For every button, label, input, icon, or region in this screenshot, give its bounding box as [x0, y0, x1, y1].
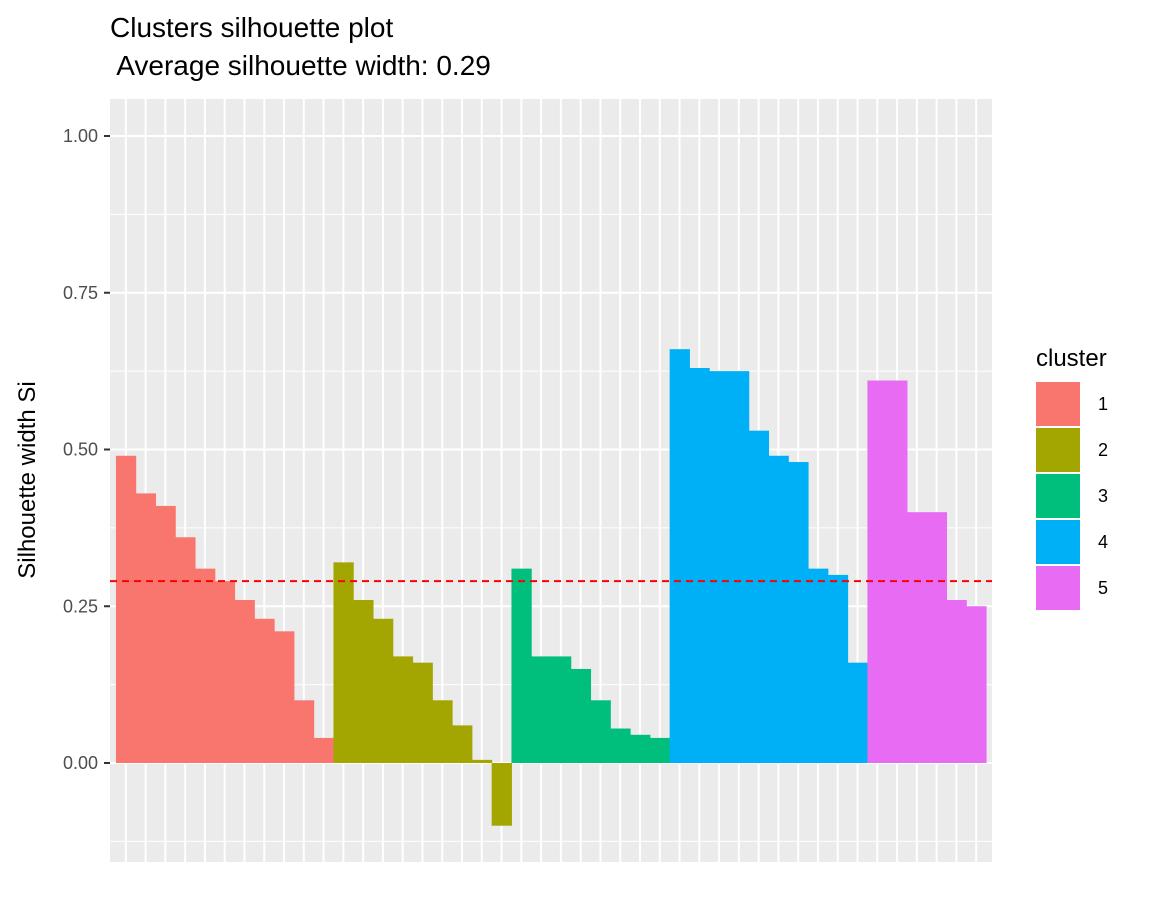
bar-cluster-1: [293, 700, 315, 763]
chart-title: Clusters silhouette plot: [110, 12, 394, 43]
bar-cluster-4: [669, 349, 690, 763]
bar-cluster-5: [946, 599, 967, 763]
y-tick-label: 0.25: [63, 596, 98, 616]
bar-cluster-1: [115, 455, 137, 763]
bar-cluster-4: [728, 371, 750, 763]
y-tick-label: 1.00: [63, 126, 98, 146]
bar-cluster-3: [610, 728, 631, 763]
bar-cluster-5: [867, 380, 888, 763]
bar-cluster-3: [531, 656, 552, 763]
bar-cluster-1: [135, 493, 156, 763]
legend-item-2: 2: [1036, 427, 1108, 473]
bar-cluster-2: [333, 562, 354, 763]
chart-subtitle: Average silhouette width: 0.29: [110, 50, 491, 81]
bar-cluster-4: [748, 430, 770, 763]
legend-label: 3: [1098, 485, 1109, 506]
legend: cluster 1 2 3 4 5: [1036, 345, 1108, 611]
bar-cluster-5: [926, 512, 948, 763]
legend-title: cluster: [1036, 345, 1107, 372]
bar-cluster-3: [551, 656, 572, 763]
legend-key: [1036, 566, 1080, 610]
bar-cluster-1: [195, 568, 216, 763]
bar-cluster-1: [214, 581, 236, 763]
bar-cluster-2: [373, 618, 394, 763]
bar-cluster-3: [649, 737, 671, 763]
bar-cluster-5: [906, 512, 928, 763]
bar-cluster-1: [274, 631, 295, 763]
bar-cluster-3: [630, 734, 651, 763]
legend-key: [1036, 382, 1080, 426]
bar-cluster-2: [412, 662, 433, 763]
y-tick-label: 0.50: [63, 440, 98, 460]
bar-cluster-2: [353, 599, 374, 763]
legend-key: [1036, 428, 1080, 472]
bar-cluster-5: [966, 606, 987, 763]
bar-cluster-1: [313, 737, 334, 763]
bar-cluster-2: [452, 725, 473, 763]
bar-cluster-1: [155, 505, 176, 763]
legend-key: [1036, 474, 1080, 518]
bar-cluster-4: [788, 462, 809, 763]
legend-key: [1036, 520, 1080, 564]
bar-cluster-4: [709, 371, 730, 763]
legend-item-4: 4: [1036, 519, 1108, 565]
legend-label: 5: [1098, 577, 1109, 598]
bar-cluster-1: [175, 537, 196, 763]
bar-cluster-2: [491, 763, 512, 826]
legend-label: 4: [1098, 531, 1109, 552]
bar-cluster-3: [590, 700, 611, 763]
bar-cluster-2: [471, 759, 493, 763]
y-tick-label: 0.75: [63, 283, 98, 303]
legend-items: 1 2 3 4 5: [1036, 381, 1108, 611]
bar-cluster-2: [392, 656, 414, 763]
bar-cluster-4: [689, 367, 710, 763]
bar-cluster-4: [768, 455, 789, 763]
y-tick-label: 0.00: [63, 753, 98, 773]
bar-cluster-4: [827, 574, 849, 763]
legend-item-5: 5: [1036, 565, 1108, 611]
bar-cluster-4: [808, 568, 829, 763]
bar-cluster-1: [254, 618, 275, 763]
legend-label: 1: [1098, 393, 1109, 414]
bar-cluster-3: [570, 668, 592, 763]
legend-item-1: 1: [1036, 381, 1108, 427]
bar-cluster-5: [887, 380, 908, 763]
bar-cluster-2: [432, 700, 453, 763]
bar-cluster-4: [847, 662, 868, 763]
bar-cluster-3: [511, 568, 532, 763]
legend-item-3: 3: [1036, 473, 1108, 519]
bar-cluster-1: [234, 599, 255, 763]
legend-label: 2: [1098, 439, 1109, 460]
